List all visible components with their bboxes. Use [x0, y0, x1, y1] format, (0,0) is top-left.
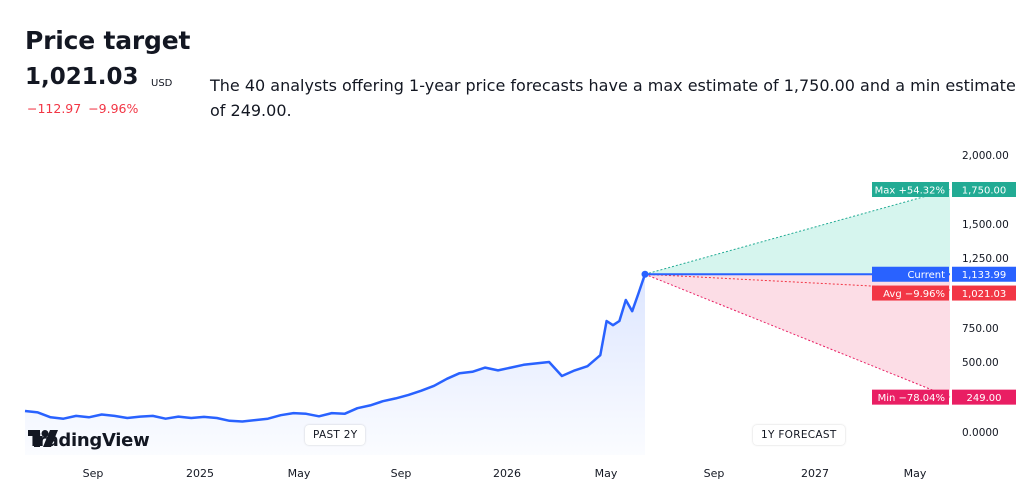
tradingview-logo[interactable]: TradingView	[28, 430, 150, 451]
y-tick-label: 2,000.00	[962, 150, 1009, 162]
max-value-box	[952, 182, 1016, 197]
x-tick-label: 2026	[493, 467, 521, 480]
x-tick-label: Sep	[83, 467, 104, 480]
min-label-box	[872, 389, 949, 405]
avg-label-box	[872, 285, 949, 301]
tradingview-logo-icon	[28, 430, 58, 447]
x-tick-label: May	[288, 467, 311, 480]
max-label-box	[872, 182, 949, 197]
avg-label: Avg −9.96% 1,021.03	[872, 285, 1016, 301]
min-value-text: 249.00	[967, 393, 1002, 404]
forecast-description: The 40 analysts offering 1-year price fo…	[210, 76, 1016, 120]
x-tick-label: Sep	[391, 467, 412, 480]
x-tick-label: May	[595, 467, 618, 480]
max-label: Max +54.32% 1,750.00	[872, 182, 1016, 197]
change-absolute: −112.97	[27, 101, 82, 116]
x-tick-label: May	[904, 467, 927, 480]
current-value-box	[952, 266, 1016, 282]
forecast-period-label: 1Y FORECAST	[753, 425, 845, 445]
max-value-text: 1,750.00	[962, 185, 1007, 196]
avg-value-box	[952, 285, 1016, 301]
current-value-text: 1,133.99	[962, 270, 1007, 281]
avg-label-text: Avg −9.96%	[883, 289, 945, 300]
x-tick-label: 2025	[186, 467, 214, 480]
min-label: Min −78.04% 249.00	[872, 389, 1016, 405]
x-tick-label: 2027	[801, 467, 829, 480]
past-period-label: PAST 2Y	[305, 425, 366, 445]
min-label-text: Min −78.04%	[878, 393, 945, 404]
current-label: Current 1,133.99	[872, 266, 1016, 282]
min-value-box	[952, 389, 1016, 405]
change-percent: −9.96%	[88, 101, 139, 116]
x-tick-label: Sep	[704, 467, 725, 480]
y-tick-label: 500.00	[962, 357, 999, 369]
avg-value-text: 1,021.03	[962, 289, 1007, 300]
tradingview-logo-text: TradingView	[28, 430, 150, 451]
price-area	[25, 274, 645, 455]
price-line	[24, 273, 647, 423]
y-tick-label: 0.0000	[962, 427, 999, 439]
forecast-avg-line	[644, 273, 951, 291]
forecast-min-line	[644, 273, 951, 398]
y-tick-label: 1,500.00	[962, 219, 1009, 231]
currency-label: USD	[151, 78, 173, 89]
y-tick-label: 1,250.00	[962, 253, 1009, 265]
page-title: Price target	[25, 26, 191, 55]
max-label-text: Max +54.32%	[875, 185, 945, 196]
current-label-text: Current	[907, 270, 945, 281]
current-label-box	[872, 266, 949, 282]
forecast-max-line	[644, 189, 951, 275]
average-price-target: 1,021.03	[25, 64, 139, 90]
price-change: −112.97 −9.96%	[27, 101, 138, 116]
y-tick-label: 750.00	[962, 323, 999, 335]
current-price-point	[641, 270, 649, 278]
